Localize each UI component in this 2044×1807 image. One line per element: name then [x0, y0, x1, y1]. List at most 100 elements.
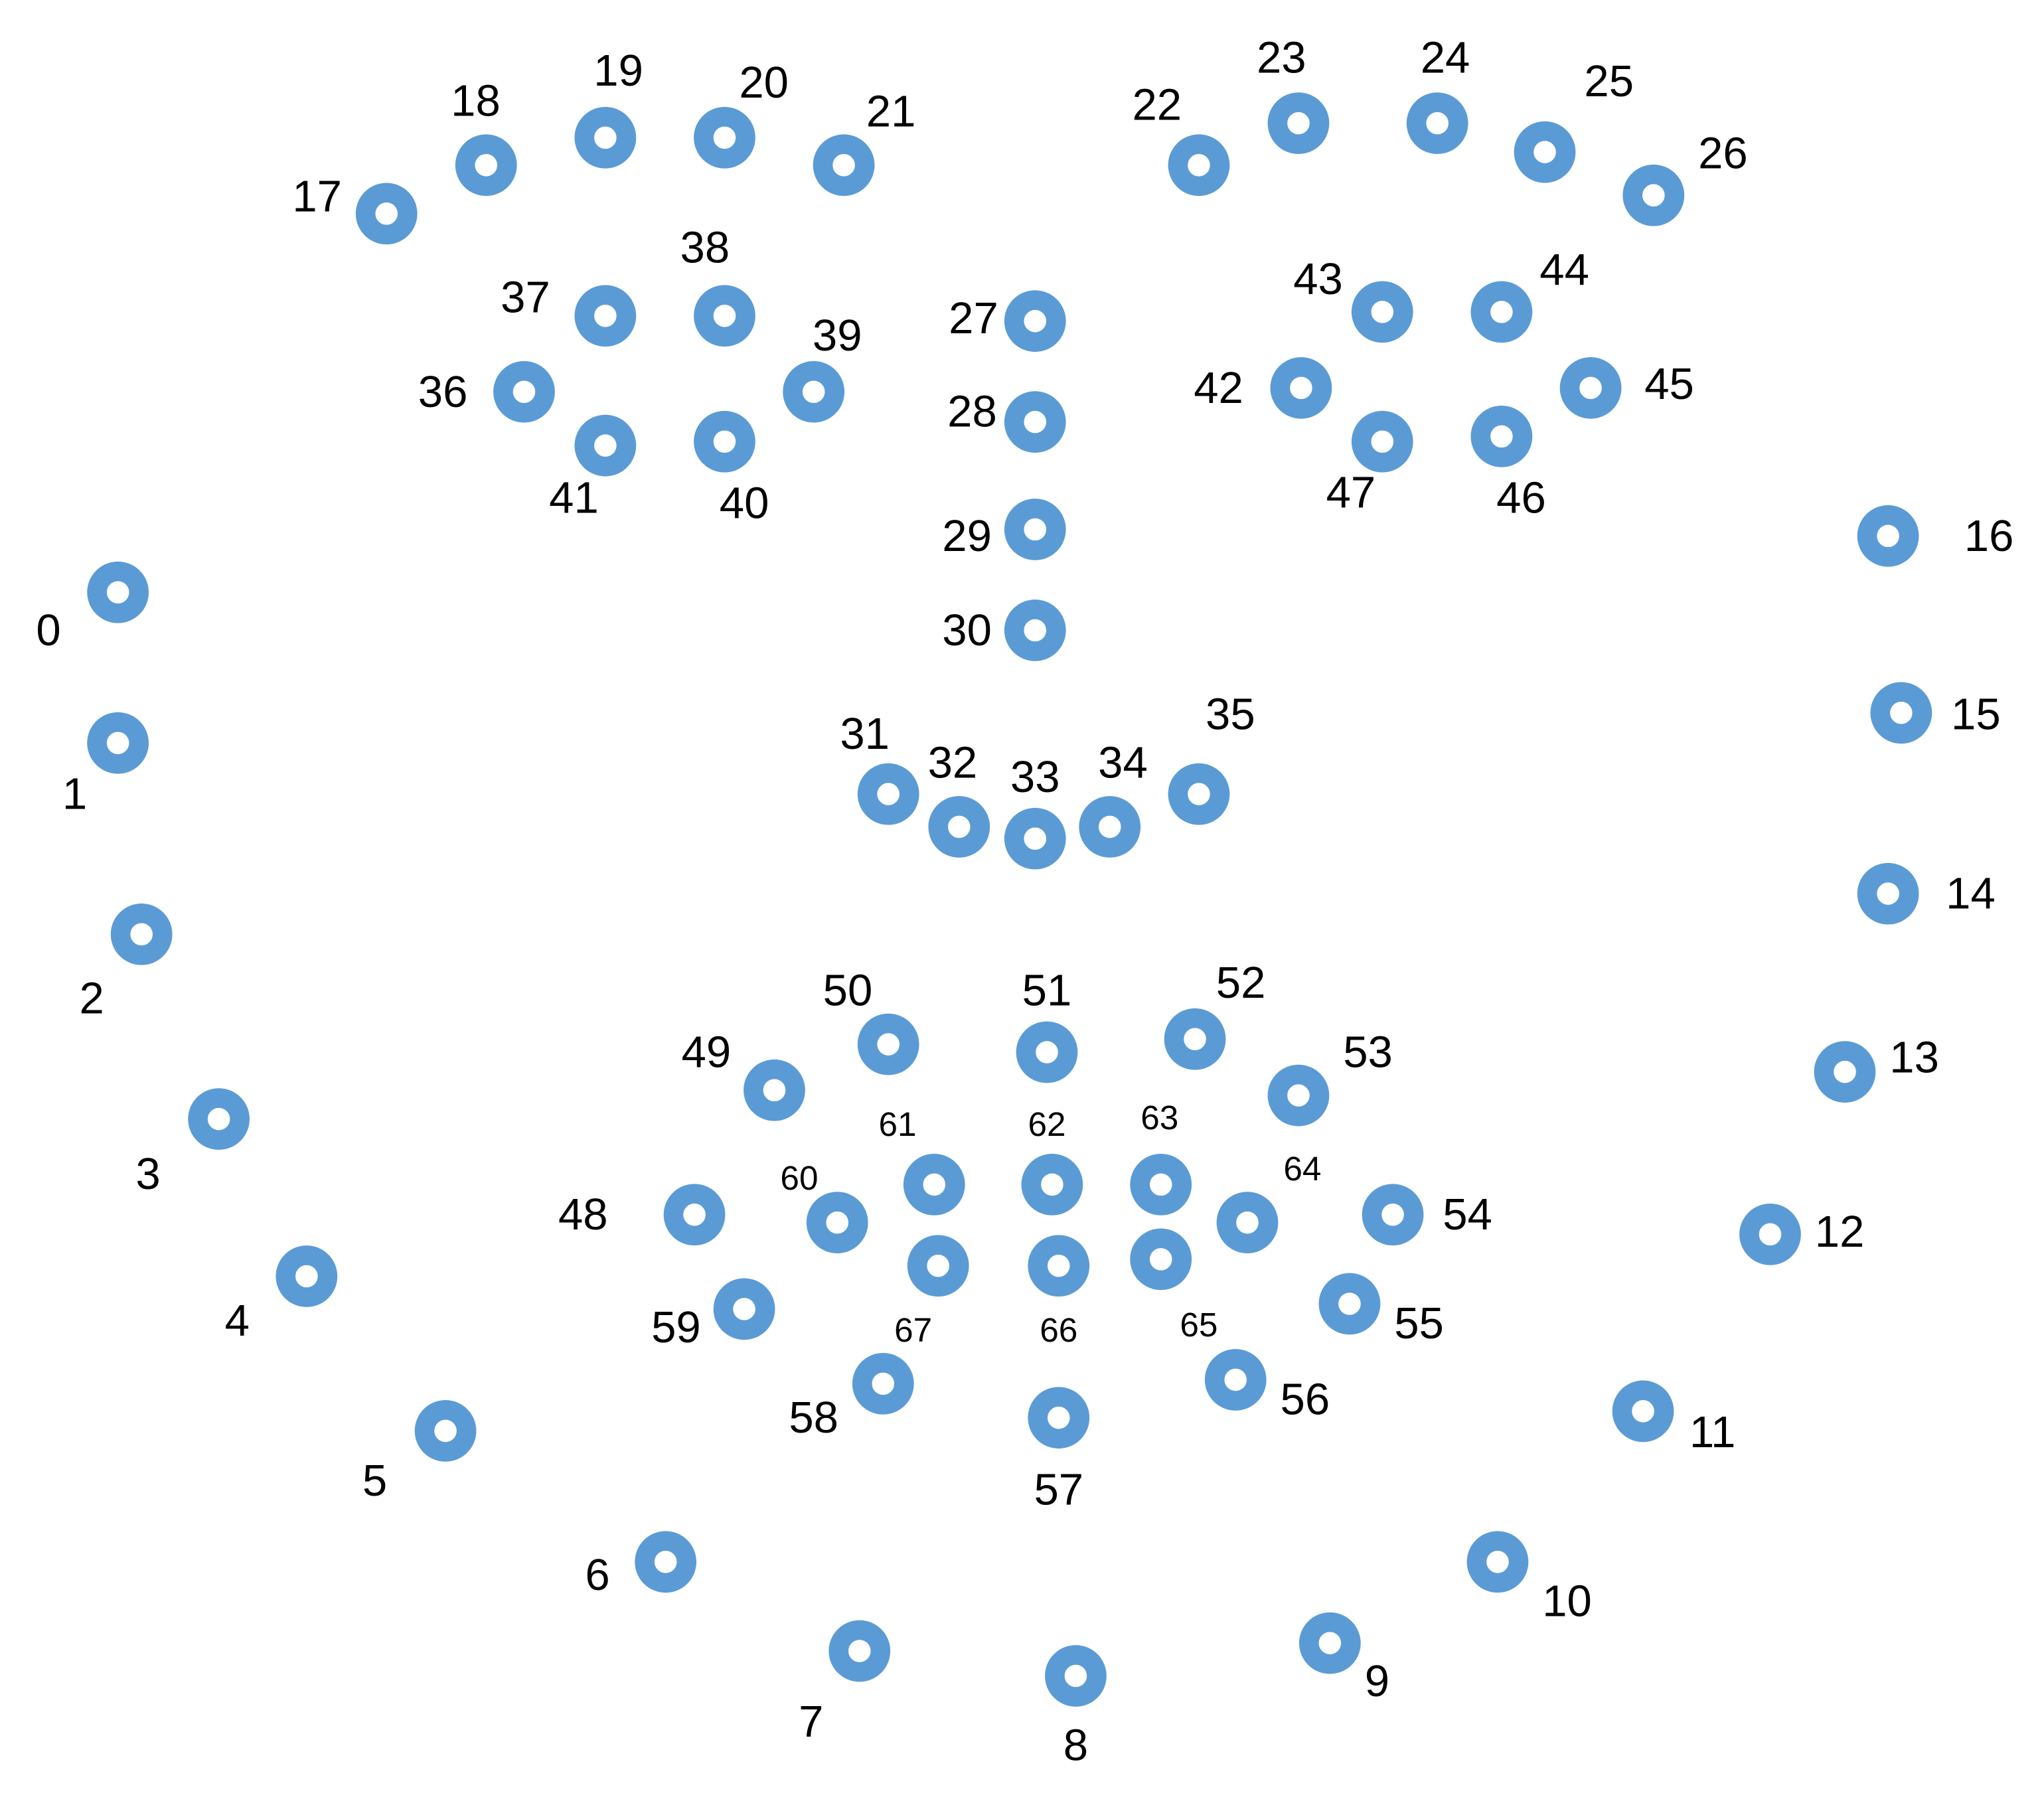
- landmark-label: 4: [225, 1296, 250, 1346]
- ring-marker-icon: [1466, 1531, 1529, 1593]
- ring-marker-icon: [694, 410, 755, 473]
- ring-marker-icon: [1514, 121, 1576, 183]
- landmark-label: 14: [1946, 869, 1996, 919]
- landmark-label: 26: [1698, 129, 1748, 179]
- landmark-47: 47: [1326, 410, 1413, 518]
- landmark-label: 9: [1365, 1656, 1389, 1706]
- landmark-22: 22: [1132, 80, 1230, 196]
- landmark-label: 15: [1951, 689, 2001, 739]
- landmark-29: 29: [942, 499, 1066, 561]
- landmark-23: 23: [1257, 33, 1330, 155]
- landmark-38: 38: [680, 223, 755, 347]
- ring-marker-icon: [1004, 391, 1066, 453]
- ring-marker-icon: [574, 106, 637, 169]
- landmark-label: 24: [1421, 33, 1470, 82]
- ring-marker-icon: [493, 360, 555, 423]
- ring-marker-icon: [1168, 763, 1230, 825]
- landmark-7: 7: [799, 1620, 891, 1747]
- landmark-45: 45: [1559, 356, 1694, 419]
- landmark-label: 31: [840, 709, 890, 759]
- landmark-label: 33: [1010, 752, 1060, 802]
- ring-marker-icon: [1004, 807, 1066, 870]
- landmark-49: 49: [682, 1028, 805, 1121]
- ring-marker-icon: [1004, 290, 1066, 353]
- landmark-60: 60: [780, 1159, 868, 1253]
- landmark-label: 58: [789, 1393, 838, 1443]
- landmark-14: 14: [1857, 862, 1996, 925]
- landmark-15: 15: [1870, 682, 2001, 744]
- ring-marker-icon: [1470, 405, 1533, 467]
- landmark-label: 42: [1194, 363, 1243, 413]
- ring-marker-icon: [1870, 682, 1932, 744]
- landmark-label: 10: [1542, 1577, 1592, 1626]
- landmark-label: 1: [62, 769, 87, 819]
- ring-marker-icon: [1045, 1645, 1107, 1707]
- landmark-label: 36: [418, 367, 468, 417]
- landmark-label: 41: [549, 473, 599, 523]
- landmark-28: 28: [947, 386, 1066, 453]
- landmark-36: 36: [418, 360, 555, 423]
- ring-marker-icon: [663, 1184, 726, 1246]
- ring-marker-icon: [1028, 1387, 1090, 1449]
- landmark-12: 12: [1739, 1203, 1864, 1265]
- landmark-label: 63: [1140, 1099, 1178, 1137]
- landmark-43: 43: [1293, 254, 1413, 343]
- landmark-label: 39: [813, 311, 862, 360]
- ring-marker-icon: [1130, 1153, 1192, 1216]
- landmark-label: 62: [1028, 1105, 1065, 1143]
- ring-marker-icon: [1351, 281, 1413, 343]
- ring-marker-icon: [694, 285, 755, 347]
- landmark-61: 61: [878, 1105, 965, 1216]
- ring-marker-icon: [806, 1192, 868, 1253]
- landmark-label: 6: [585, 1550, 609, 1600]
- landmark-label: 60: [780, 1159, 818, 1197]
- landmark-label: 61: [878, 1105, 916, 1143]
- landmark-label: 51: [1022, 966, 1072, 1016]
- ring-marker-icon: [1612, 1380, 1674, 1443]
- ring-marker-icon: [1021, 1153, 1083, 1216]
- landmark-label: 38: [680, 223, 730, 273]
- landmark-label: 7: [799, 1697, 823, 1747]
- landmark-51: 51: [1016, 966, 1078, 1083]
- landmark-35: 35: [1168, 689, 1255, 825]
- landmark-label: 45: [1644, 359, 1694, 409]
- ring-marker-icon: [828, 1620, 891, 1682]
- ring-marker-icon: [1298, 1612, 1361, 1674]
- landmark-label: 32: [928, 738, 978, 787]
- landmark-label: 44: [1539, 245, 1589, 295]
- ring-marker-icon: [1351, 410, 1413, 473]
- landmark-label: 13: [1889, 1032, 1939, 1082]
- ring-marker-icon: [635, 1531, 697, 1593]
- landmark-66: 66: [1028, 1235, 1090, 1349]
- ring-marker-icon: [1267, 92, 1330, 155]
- landmark-label: 46: [1496, 473, 1546, 523]
- landmark-label: 52: [1216, 958, 1266, 1008]
- landmark-48: 48: [558, 1184, 726, 1246]
- ring-marker-icon: [857, 1013, 919, 1075]
- landmark-0: 0: [36, 561, 149, 655]
- landmark-11: 11: [1612, 1380, 1735, 1457]
- ring-marker-icon: [414, 1400, 477, 1462]
- landmark-label: 25: [1584, 56, 1634, 106]
- landmark-64: 64: [1216, 1150, 1321, 1253]
- landmark-19: 19: [574, 46, 643, 169]
- landmark-55: 55: [1318, 1273, 1444, 1348]
- landmark-25: 25: [1514, 56, 1634, 183]
- landmark-3: 3: [135, 1088, 250, 1199]
- landmark-10: 10: [1466, 1531, 1592, 1626]
- landmark-65: 65: [1130, 1228, 1218, 1344]
- landmark-label: 0: [36, 605, 60, 655]
- landmark-label: 65: [1180, 1306, 1218, 1344]
- landmark-label: 67: [894, 1311, 932, 1349]
- ring-marker-icon: [744, 1059, 805, 1121]
- ring-marker-icon: [1004, 499, 1066, 560]
- landmark-4: 4: [225, 1245, 338, 1346]
- landmark-label: 49: [682, 1028, 732, 1077]
- landmark-label: 43: [1293, 254, 1343, 304]
- ring-marker-icon: [1216, 1192, 1279, 1253]
- landmark-63: 63: [1130, 1099, 1192, 1216]
- ring-marker-icon: [1857, 862, 1919, 925]
- ring-marker-icon: [1016, 1021, 1078, 1083]
- landmark-40: 40: [694, 410, 769, 528]
